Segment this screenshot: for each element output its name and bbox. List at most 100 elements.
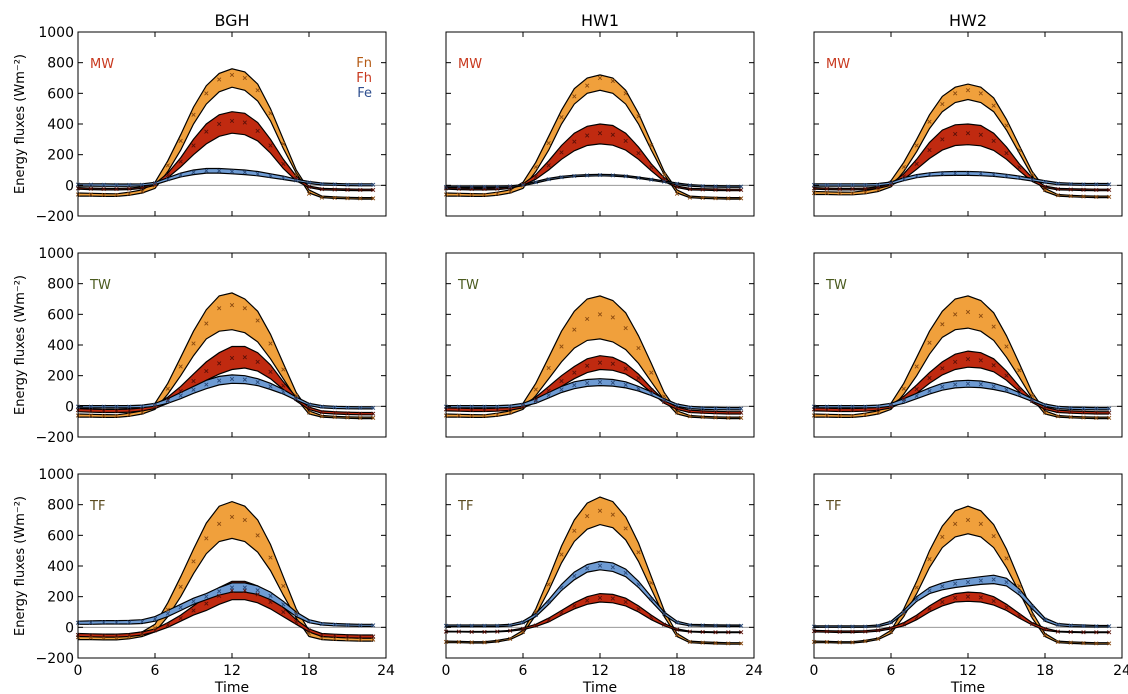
obs-marker-fn-tf-bgh [242,517,247,523]
obs-marker-fn-tw-hw1 [572,327,577,332]
obs-marker-fn-tw-bgh [127,412,132,417]
obs-marker-fh-tf-hw1 [520,626,526,631]
obs-marker-fe-mw-hw2 [824,182,829,188]
obs-marker-fe-tf-hw2 [1094,624,1099,629]
obs-marker-fh-tf-hw2 [888,625,894,631]
obs-marker-fe-tf-hw2 [837,624,842,629]
obs-marker-fh-tf-hw1 [662,622,667,627]
obs-marker-fh-mw-hw1 [726,187,731,193]
obs-marker-fh-tf-hw2 [940,599,945,605]
obs-marker-fn-tw-bgh [88,413,93,418]
x-tick-label: 18 [668,663,686,679]
obs-marker-fh-mw-hw1 [700,187,705,192]
obs-marker-fh-tw-hw2 [953,359,958,364]
obs-marker-fn-tw-hw1 [597,312,603,317]
x-tick-label: 12 [223,663,241,679]
obs-marker-fh-tw-hw1 [636,375,641,381]
obs-marker-fn-tf-hw2 [888,629,894,635]
obs-marker-fh-tf-hw2 [927,606,932,612]
row-label-mw-hw1: MW [458,57,482,72]
obs-marker-fn-tf-hw1 [674,632,680,638]
obs-marker-fh-tw-hw2 [1107,410,1112,415]
band-fh-tw-hw1 [446,355,742,414]
y-tick-label: 800 [47,498,74,514]
obs-marker-fe-mw-hw1 [662,179,667,184]
y-tick-label: 200 [47,148,74,164]
obs-marker-fe-mw-hw1 [469,184,474,189]
obs-marker-fn-tf-hw2 [1068,640,1073,645]
band-lower-fn-tf-hw1 [446,523,742,645]
obs-marker-fn-mw-bgh [294,172,299,177]
obs-marker-fn-mw-bgh [358,196,363,201]
obs-marker-fe-tf-hw1 [610,565,615,570]
obs-marker-fe-mw-hw2 [1004,173,1009,179]
obs-marker-fe-mw-bgh [319,181,324,187]
obs-marker-fh-tf-hw1 [636,606,641,612]
x-axis-label: Time [582,680,617,694]
obs-marker-fh-tw-bgh [371,411,376,416]
obs-marker-fn-mw-hw2 [850,191,855,196]
obs-marker-fh-mw-hw2 [1042,184,1048,189]
obs-marker-fh-mw-hw2 [978,132,983,137]
obs-marker-fe-tf-hw2 [965,579,971,585]
obs-marker-fe-tw-hw2 [953,382,958,387]
obs-marker-fh-tf-hw1 [469,629,474,635]
obs-marker-fh-mw-bgh [217,121,222,127]
obs-marker-fh-tf-bgh [358,634,363,639]
obs-marker-fh-mw-bgh [255,128,260,134]
obs-marker-fe-mw-hw2 [940,171,945,176]
obs-marker-fe-tf-bgh [217,589,222,594]
obs-marker-fh-tf-hw2 [1017,613,1022,618]
obs-marker-fe-tf-hw1 [572,573,577,579]
obs-marker-fh-tf-hw2 [850,629,855,634]
band-upper-fn-tw-hw1 [446,295,742,418]
obs-marker-fe-tw-hw1 [572,383,577,388]
obs-marker-fe-tw-bgh [204,382,209,387]
x-tick-label: 24 [377,663,395,679]
obs-marker-fe-tf-hw1 [546,599,551,605]
obs-marker-fe-tf-hw1 [687,622,692,628]
obs-marker-fe-mw-hw2 [1107,182,1112,187]
obs-marker-fh-tf-hw2 [1081,630,1086,635]
obs-marker-fh-tw-hw2 [1094,410,1099,415]
obs-marker-fh-tw-hw1 [726,410,731,415]
obs-marker-fn-mw-hw1 [572,94,577,99]
obs-marker-fn-tw-hw2 [1017,368,1022,373]
band-lower-fe-tf-hw2 [814,582,1110,628]
x-axis-label: Time [214,680,249,694]
obs-marker-fn-tf-hw1 [700,640,705,645]
obs-marker-fh-tw-bgh [358,411,363,416]
obs-marker-fe-tf-bgh [294,612,299,617]
obs-marker-fn-mw-bgh [140,189,145,194]
obs-marker-fh-tw-hw1 [482,407,487,413]
obs-marker-fh-tw-hw1 [572,370,577,375]
obs-marker-fn-tf-hw2 [965,517,971,523]
band-lower-fn-tf-bgh [78,537,374,642]
obs-marker-fn-tw-hw2 [1055,414,1060,419]
obs-marker-fn-tw-hw1 [495,412,500,417]
obs-marker-fe-mw-hw2 [978,171,983,176]
obs-marker-fn-tw-bgh [255,318,260,323]
obs-marker-fn-mw-hw1 [456,192,461,197]
obs-marker-fh-mw-hw2 [1068,187,1073,192]
obs-marker-fn-tf-hw1 [713,641,718,646]
obs-marker-fe-tw-bgh [294,396,299,401]
obs-marker-fn-mw-hw2 [824,190,829,196]
obs-marker-fn-mw-hw1 [559,114,564,120]
obs-marker-fh-tf-bgh [217,593,222,599]
obs-marker-fh-mw-bgh [268,143,273,148]
obs-marker-fh-mw-hw2 [1055,187,1060,192]
obs-marker-fh-tf-hw1 [700,629,705,635]
obs-marker-fe-mw-bgh [114,182,119,187]
obs-marker-fn-tf-hw1 [520,629,526,635]
obs-marker-fe-tf-hw2 [1068,623,1073,628]
obs-marker-fe-tf-hw2 [914,596,919,602]
obs-marker-fh-mw-hw1 [623,138,628,143]
obs-marker-fh-tw-bgh [268,369,273,374]
band-lower-fe-tf-hw1 [446,569,742,628]
obs-marker-fn-tw-bgh [319,414,324,419]
obs-marker-fn-mw-hw1 [508,189,513,194]
band-lower-fn-mw-bgh [78,86,374,200]
obs-marker-fh-tf-bgh [127,632,132,638]
obs-marker-fe-tw-bgh [191,387,196,392]
